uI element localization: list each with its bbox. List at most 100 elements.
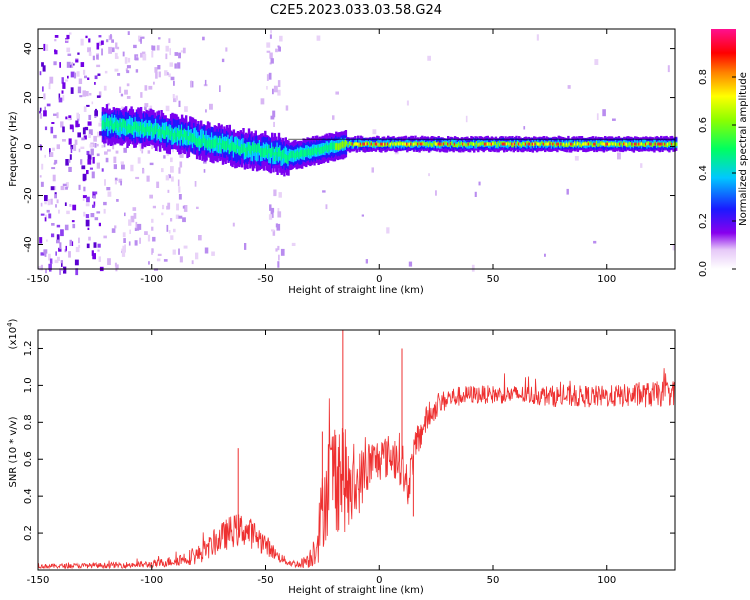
spectrogram-cell (44, 201, 47, 205)
spectrogram-cell (61, 77, 64, 84)
spectrogram-cell (65, 159, 69, 166)
spectrogram-ridge-cell (385, 143, 388, 147)
spectrogram-cell (98, 122, 102, 127)
spectrogram-ridge-cell (372, 143, 375, 148)
spectrogram-cell (66, 61, 71, 68)
spectrogram-cell (158, 71, 161, 78)
spectrogram-cell (69, 32, 72, 35)
spectrogram-ridge-cell (264, 148, 267, 158)
spectrogram-cell (40, 202, 43, 207)
spectrogram-x-tick-label: -150 (27, 274, 50, 285)
spectrogram-cell (144, 85, 148, 91)
spectrogram-ridge-cell (400, 141, 403, 146)
spectrogram-cell (106, 187, 111, 191)
spectrogram-ridge-cell (215, 138, 218, 148)
spectrogram-ridge-cell (336, 142, 339, 150)
spectrogram-cell (151, 45, 156, 51)
spectrogram-ridge-cell (292, 150, 296, 158)
spectrogram-peak-cell (392, 142, 395, 146)
spectrogram-ridge-cell (283, 149, 286, 159)
spectrogram-ridge-cell (268, 147, 271, 163)
spectrogram-cell (273, 189, 277, 197)
spectrogram-cell (173, 80, 175, 86)
spectrogram-cell (67, 118, 71, 121)
spectrogram-ridge-cell (189, 132, 192, 141)
spectrogram-ridge-cell (279, 147, 282, 157)
spectrogram-peak-cell (382, 142, 386, 146)
spectrogram-cell (84, 126, 89, 131)
spectrogram-ridge-cell (340, 141, 343, 149)
spectrogram-cell (118, 178, 123, 183)
spectrogram-peak-cell (404, 142, 408, 146)
spectrogram-ridge-cell (636, 143, 640, 147)
spectrogram-peak-cell (527, 142, 531, 146)
spectrogram-peak-cell (374, 142, 378, 146)
colorbar-tick-label: 0.0 (698, 261, 709, 277)
spectrogram-ridge-cell (286, 154, 289, 164)
spectrogram-cell (137, 157, 141, 164)
spectrogram-ridge-cell (168, 129, 171, 139)
spectrogram-cell (78, 123, 80, 127)
spectrogram-cell (97, 249, 100, 252)
spectrogram-peak-cell (545, 142, 548, 146)
spectrogram-ridge-cell (433, 141, 436, 149)
spectrogram-cell (593, 240, 597, 244)
spectrogram-cell (280, 248, 285, 256)
spectrogram-ridge-cell (275, 148, 278, 164)
spectrogram-ridge-cell (507, 142, 510, 149)
spectrogram-cell (394, 151, 399, 155)
spectrogram-ridge-cell (378, 140, 382, 147)
spectrogram-ridge-cell (426, 142, 429, 146)
spectrogram-cell (157, 147, 159, 152)
spectrogram-peak-cell (408, 142, 412, 146)
spectrogram-cell (54, 159, 58, 164)
spectrogram-cell (97, 73, 101, 76)
spectrogram-cell (277, 45, 280, 48)
spectrogram-ridge-cell (262, 148, 266, 157)
spectrogram-cell (53, 186, 57, 190)
spectrogram-ridge-cell (257, 143, 260, 152)
spectrogram-cell (156, 45, 160, 51)
spectrogram-cell (316, 35, 321, 41)
spectrogram-cell (152, 205, 156, 209)
spectrogram-ridge-cell (234, 143, 237, 153)
spectrogram-cell (115, 150, 119, 154)
spectrogram-ridge-cell (169, 130, 173, 140)
snr-series-line (37, 368, 675, 570)
spectrogram-cell (49, 152, 54, 157)
spectrogram-cell (672, 245, 675, 251)
spectrogram-cell (122, 51, 125, 57)
spectrogram-cell (116, 199, 119, 202)
spectrogram-cell (123, 147, 127, 153)
spectrogram-cell (65, 79, 69, 82)
spectrogram-cell (75, 120, 79, 128)
spectrogram-peak-cell (560, 142, 563, 146)
spectrogram-cell (278, 46, 281, 52)
spectrogram-cell (70, 71, 75, 78)
spectrogram-cell (138, 35, 142, 42)
spectrogram-cell (139, 144, 143, 152)
snr-x-tick-label: 0 (376, 575, 382, 586)
spectrogram-cell (174, 63, 177, 69)
spectrogram-peak-cell (512, 142, 516, 146)
spectrogram-ridge-cell (296, 150, 300, 158)
spectrogram-cell (41, 163, 44, 170)
spectrogram-peak-cell (366, 142, 370, 146)
spectrogram-cell (120, 161, 124, 165)
spectrogram-cell (88, 51, 92, 56)
spectrogram-cell (163, 259, 168, 262)
spectrogram-cell (83, 106, 87, 112)
spectrogram-peak-cell (583, 142, 587, 146)
spectrogram-ridge-cell (149, 125, 152, 135)
spectrogram-ridge-cell (307, 148, 311, 155)
spectrogram-peak-cell (354, 142, 357, 146)
spectrogram-cell (48, 82, 51, 90)
spectrogram-cell (113, 164, 117, 170)
spectrogram-peak-cell (670, 142, 674, 146)
spectrogram-ridge-cell (213, 139, 216, 149)
spectrogram-cell (94, 75, 98, 80)
spectrogram-cell (123, 238, 126, 243)
spectrogram-ridge-cell (148, 126, 151, 136)
snr-x-tick-label: 100 (597, 575, 616, 586)
colorbar-gradient (711, 29, 736, 269)
